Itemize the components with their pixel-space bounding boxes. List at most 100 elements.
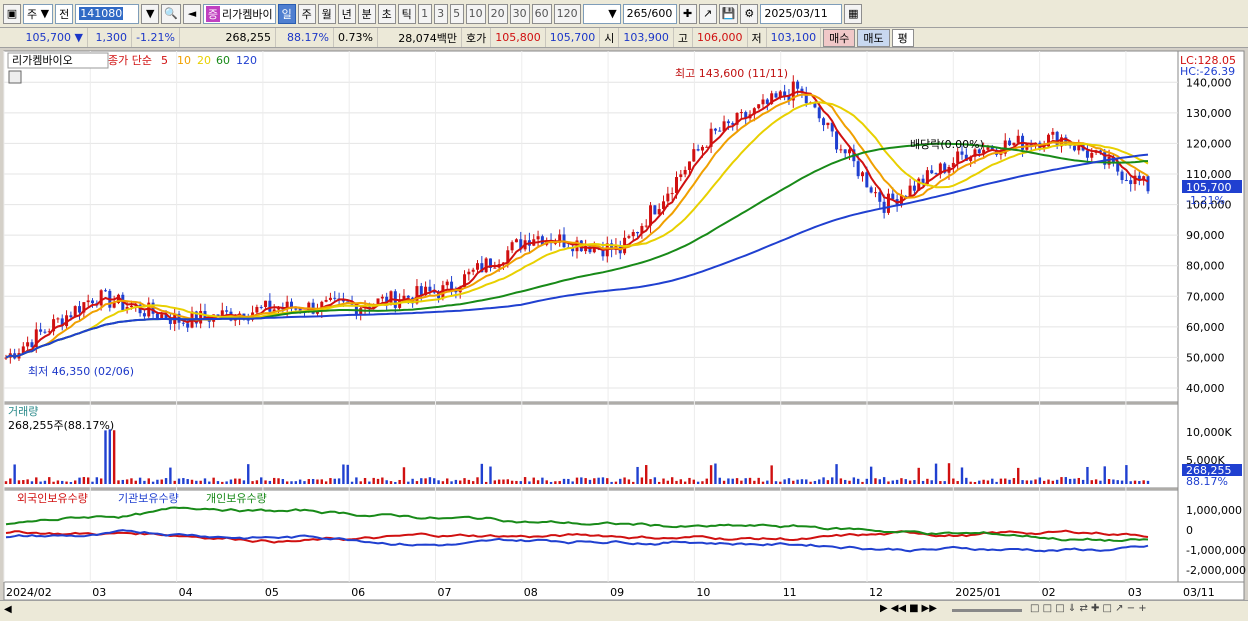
vol-tick: 5,000K bbox=[1186, 454, 1225, 467]
zoom-slider[interactable] bbox=[952, 609, 1022, 612]
candle-body bbox=[770, 93, 774, 104]
candle-body bbox=[52, 319, 56, 332]
candle-body bbox=[480, 263, 484, 273]
save-icon[interactable]: 💾 bbox=[718, 3, 739, 24]
rewind-icon[interactable]: ◀◀ bbox=[890, 603, 907, 614]
volume-bar bbox=[1116, 480, 1119, 484]
ma-120[interactable]: 120 bbox=[236, 54, 257, 67]
candle-body bbox=[644, 225, 648, 227]
volume-bar bbox=[1103, 466, 1106, 484]
crosshair-icon[interactable]: ✚ bbox=[678, 3, 697, 24]
volume-bar bbox=[675, 480, 678, 484]
candle-body bbox=[519, 239, 523, 250]
num-20[interactable]: 20 bbox=[487, 3, 508, 24]
candle-body bbox=[982, 149, 986, 154]
search-icon[interactable]: 🔍 bbox=[161, 3, 181, 24]
candle-body bbox=[917, 178, 921, 191]
candle-body bbox=[778, 91, 782, 98]
num-3[interactable]: 3 bbox=[433, 3, 448, 24]
scroll-left-icon[interactable]: ◀ bbox=[4, 604, 12, 615]
forward-icon[interactable]: ▶▶ bbox=[921, 603, 937, 614]
volume-bar bbox=[973, 481, 977, 484]
volume-bar bbox=[30, 481, 34, 484]
volume-bar bbox=[623, 477, 626, 484]
volume-bar bbox=[753, 480, 756, 484]
volume-bar bbox=[229, 479, 233, 484]
ma-5[interactable]: 5 bbox=[161, 54, 168, 67]
candle-body bbox=[151, 302, 155, 314]
draw-icon[interactable]: ↗ bbox=[698, 3, 717, 24]
candle-body bbox=[973, 149, 977, 157]
volume-bar bbox=[640, 477, 644, 484]
num-10[interactable]: 10 bbox=[465, 3, 486, 24]
candle-body bbox=[1103, 151, 1107, 165]
num-60[interactable]: 60 bbox=[531, 3, 552, 24]
price-tick: 50,000 bbox=[1186, 351, 1225, 364]
volume-bar bbox=[1055, 479, 1059, 484]
dividend-annotation: 배당락(0.00%) bbox=[910, 138, 984, 151]
hold-inst-label: 기관보유수량 bbox=[118, 492, 179, 505]
candle-body bbox=[726, 121, 730, 124]
eval-button[interactable]: 평 bbox=[891, 28, 914, 47]
num-1[interactable]: 1 bbox=[417, 3, 432, 24]
num-30[interactable]: 30 bbox=[509, 3, 530, 24]
play-icon[interactable]: ▶ bbox=[880, 603, 888, 614]
type-select[interactable]: 전 bbox=[55, 3, 74, 24]
stop-icon[interactable]: ■ bbox=[909, 603, 919, 614]
sell-button[interactable]: 매도 bbox=[857, 28, 890, 47]
window-icon[interactable]: ▣ bbox=[3, 3, 21, 24]
stock-name-text: 리가켐바이 bbox=[222, 7, 273, 21]
period-tick[interactable]: 틱 bbox=[397, 3, 416, 24]
volume-bar bbox=[969, 481, 972, 484]
gear-icon[interactable]: ⚙ bbox=[740, 3, 759, 24]
volume-bar bbox=[164, 478, 168, 484]
ma-60[interactable]: 60 bbox=[216, 54, 230, 67]
ma-20[interactable]: 20 bbox=[197, 54, 211, 67]
num-120[interactable]: 120 bbox=[553, 3, 581, 24]
volume-bar bbox=[735, 478, 739, 484]
tool-icons[interactable]: □ □ □ ⇓ ⇄ ✚ □ ↗ − + bbox=[1030, 603, 1147, 614]
table-icon[interactable] bbox=[8, 70, 22, 84]
candle-body bbox=[705, 146, 709, 148]
period-week[interactable]: 주 bbox=[297, 3, 316, 24]
volume-bar bbox=[324, 481, 328, 484]
ma-10[interactable]: 10 bbox=[177, 54, 191, 67]
period-month[interactable]: 월 bbox=[317, 3, 336, 24]
buy-button[interactable]: 매수 bbox=[823, 28, 856, 47]
volume-bar bbox=[610, 481, 613, 484]
sound-icon[interactable]: ◄ bbox=[182, 3, 201, 24]
volume-bar bbox=[1008, 479, 1011, 484]
count-input[interactable]: 265/600 bbox=[622, 3, 677, 24]
volume-bar bbox=[121, 479, 124, 484]
period-minute[interactable]: 분 bbox=[357, 3, 376, 24]
volume-bar bbox=[891, 480, 894, 484]
candle-body bbox=[91, 300, 95, 304]
candle-body bbox=[800, 88, 804, 93]
custom-num-select[interactable]: ▼ bbox=[582, 3, 621, 24]
volume-bar bbox=[125, 479, 129, 484]
low: 103,100 bbox=[767, 28, 822, 47]
candle-body bbox=[21, 346, 25, 354]
candle-body bbox=[687, 161, 691, 170]
dropdown-icon[interactable]: ▼ bbox=[141, 3, 160, 24]
candle-body bbox=[653, 205, 657, 215]
num-5[interactable]: 5 bbox=[449, 3, 464, 24]
date-input[interactable]: 2025/03/11 bbox=[760, 3, 843, 24]
volume-bar bbox=[575, 477, 579, 484]
volume-bar bbox=[182, 478, 185, 484]
market-select[interactable]: 주 ▼ bbox=[23, 3, 54, 24]
period-year[interactable]: 년 bbox=[337, 3, 356, 24]
scroll-bar[interactable]: ◀ ▶ ◀◀ ■ ▶▶ □ □ □ ⇓ ⇄ ✚ □ ↗ − + bbox=[0, 600, 1248, 621]
candle-body bbox=[259, 306, 263, 308]
period-day[interactable]: 일 bbox=[277, 3, 296, 24]
candle-body bbox=[1003, 140, 1007, 154]
candle-body bbox=[536, 236, 540, 240]
code-input[interactable]: 141080 bbox=[75, 3, 140, 24]
chart-area[interactable]: 140,000 130,000 120,000 110,000 100,000 90,00… bbox=[0, 48, 1248, 600]
hold-foreign-label: 외국인보유수량 bbox=[17, 492, 88, 505]
volume-bar bbox=[212, 477, 215, 484]
candle-body bbox=[164, 314, 168, 320]
calendar-icon[interactable]: ▦ bbox=[844, 3, 863, 24]
volume-bar bbox=[813, 480, 817, 484]
period-second[interactable]: 초 bbox=[377, 3, 396, 24]
